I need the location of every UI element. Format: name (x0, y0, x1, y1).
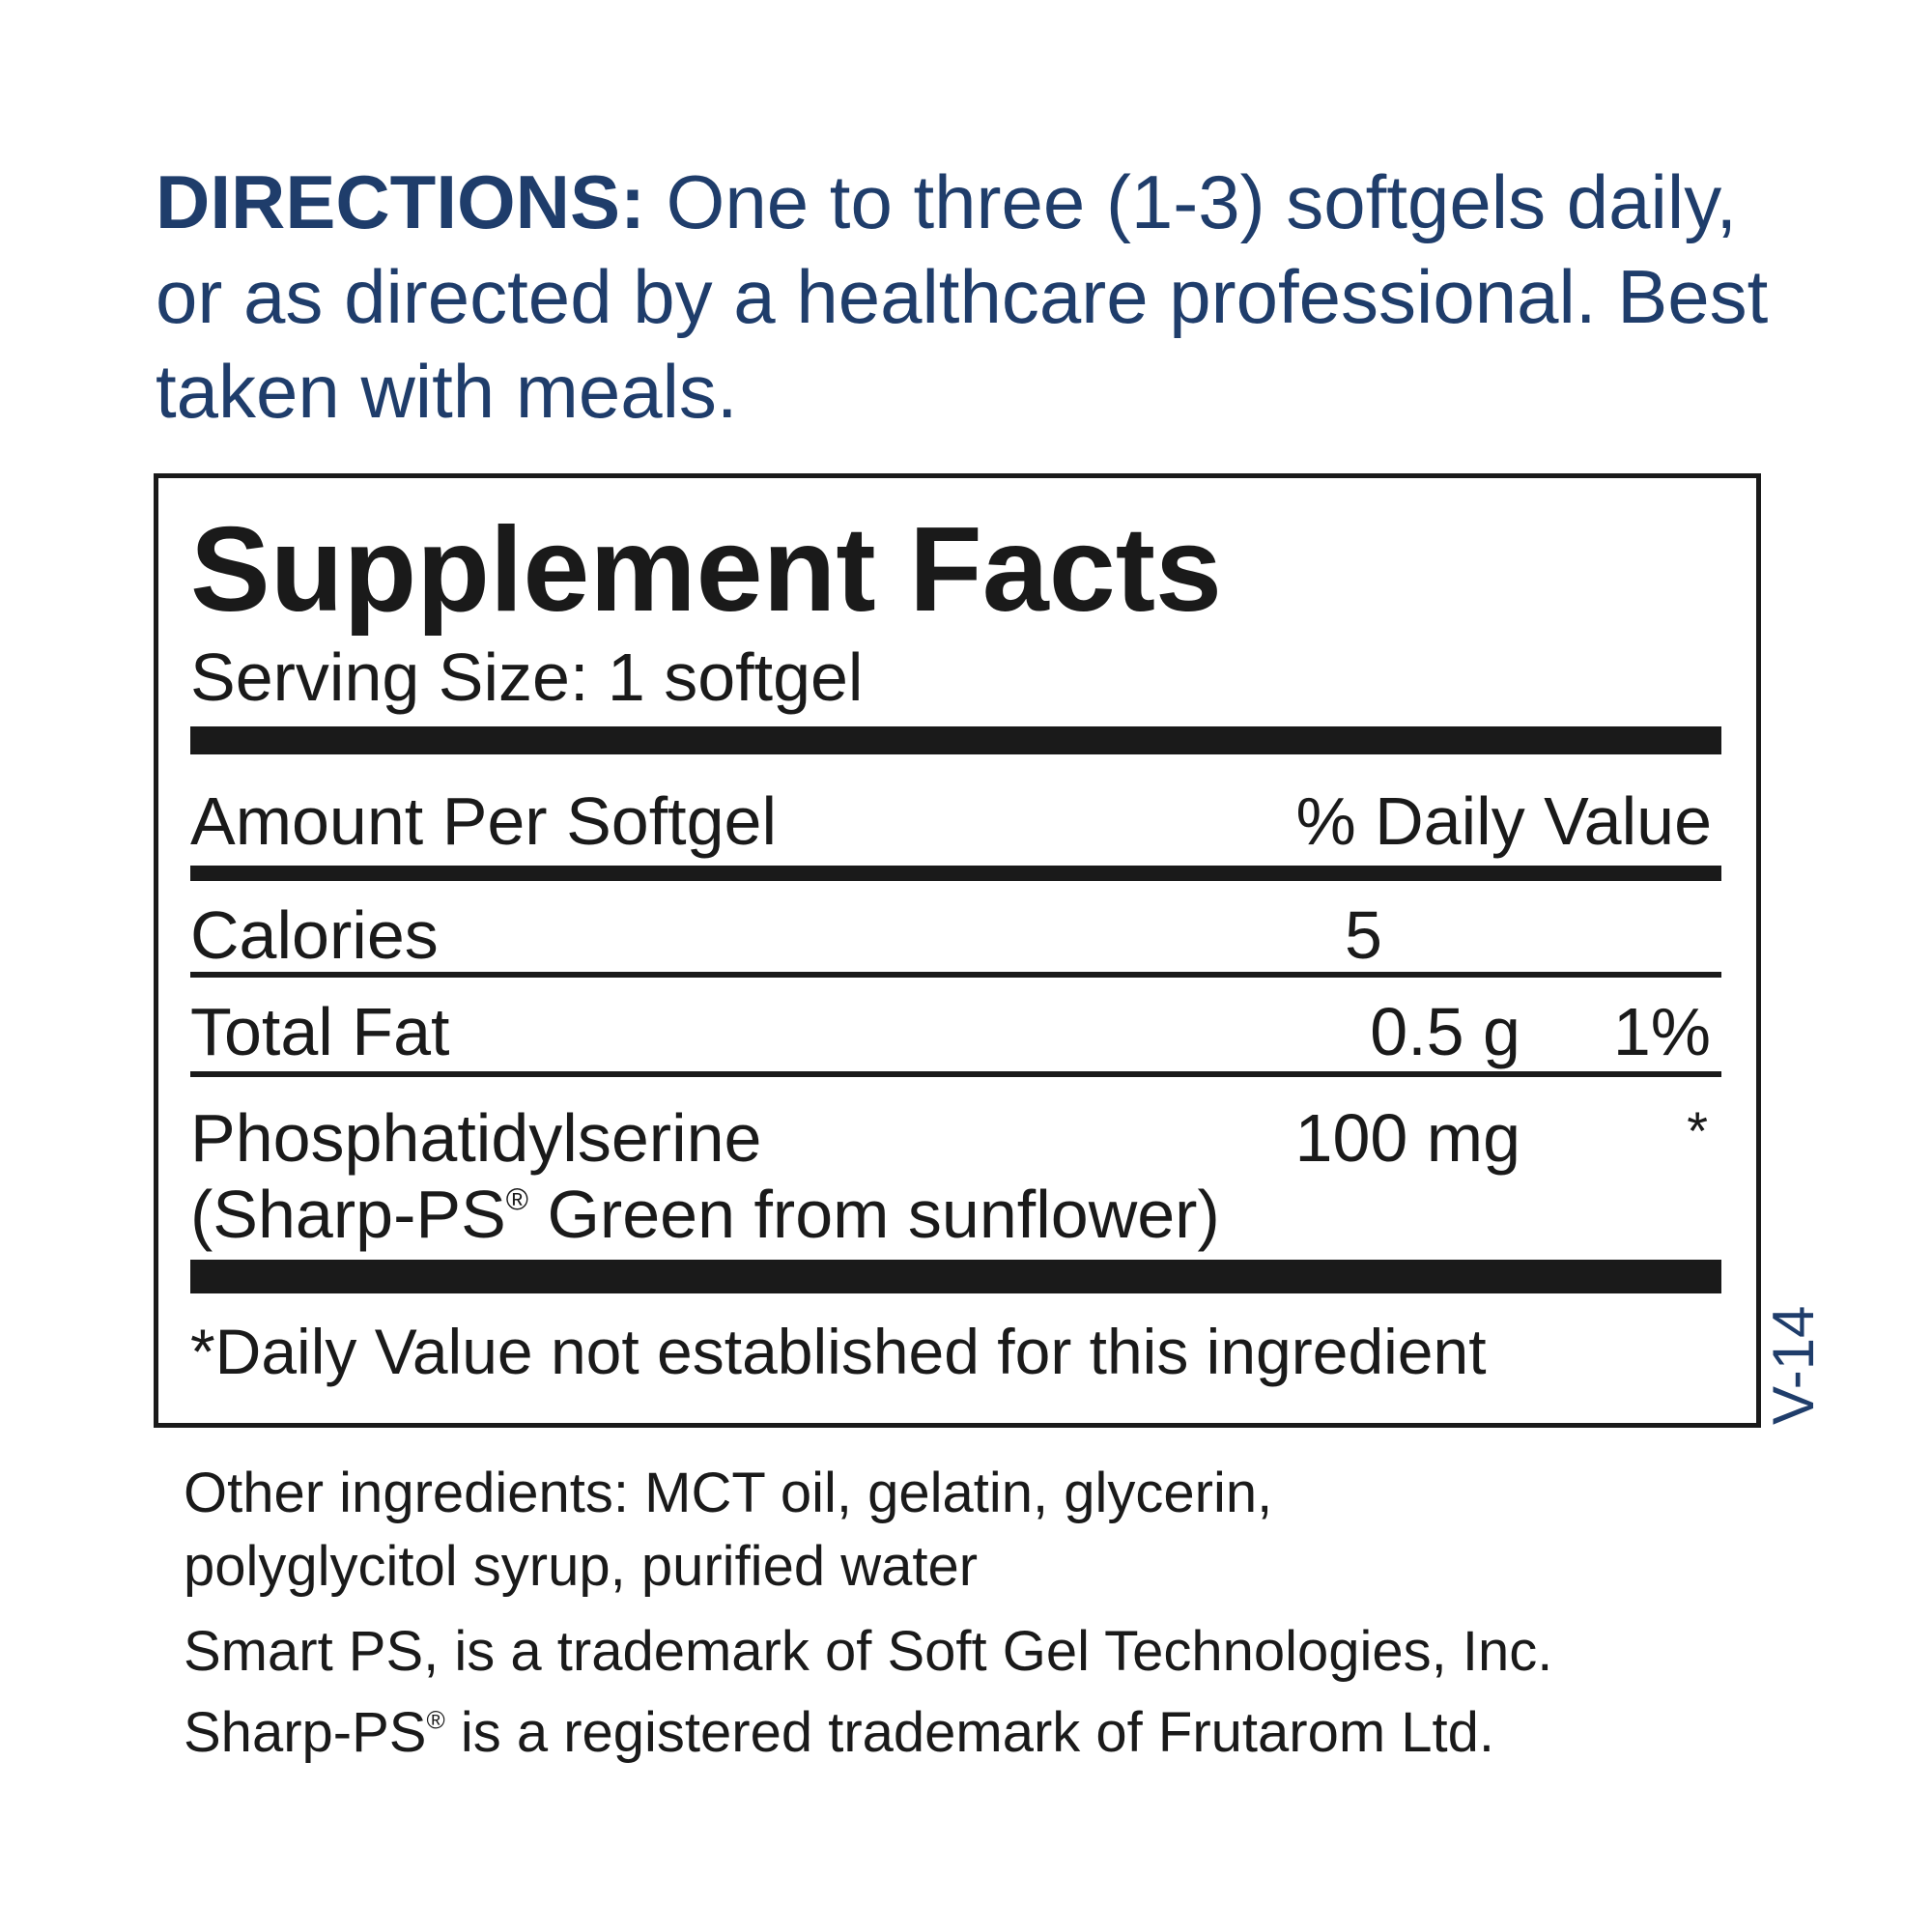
trademark-note: Smart PS, is a trademark of Soft Gel Tec… (184, 1620, 1553, 1683)
directions-body: One to three (1-3) softgels daily, or as… (156, 159, 1769, 434)
row-amount: 0.5 g (1370, 994, 1520, 1069)
serving-size: Serving Size: 1 softgel (190, 639, 864, 715)
other-ingredients-line: Other ingredients: MCT oil, gelatin, gly… (184, 1462, 1273, 1524)
header-daily-value: % Daily Value (1295, 783, 1712, 859)
header-amount: Amount Per Softgel (190, 783, 777, 859)
row-name: Total Fat (190, 994, 450, 1069)
supplement-facts-panel (154, 473, 1761, 1428)
row-amount: 5 (1345, 897, 1382, 973)
thick-divider (190, 726, 1721, 754)
row-subtext: (Sharp-PS® Green from sunflower) (190, 1177, 1220, 1252)
row-name: Phosphatidylserine (190, 1100, 762, 1176)
thin-divider (190, 972, 1721, 978)
thin-divider (190, 1071, 1721, 1077)
row-amount: 100 mg (1294, 1100, 1520, 1176)
row-name: Calories (190, 897, 439, 973)
trademark-note: Sharp-PS® is a registered trademark of F… (184, 1701, 1495, 1764)
directions-label: DIRECTIONS: (156, 159, 645, 244)
row-daily-value: 1% (1612, 994, 1711, 1069)
medium-divider (190, 866, 1721, 881)
directions-text: DIRECTIONS: One to three (1-3) softgels … (156, 155, 1798, 439)
footnote: *Daily Value not established for this in… (190, 1316, 1487, 1387)
version-code: V-14 (1761, 1305, 1826, 1425)
thick-divider (190, 1260, 1721, 1293)
row-daily-value: * (1687, 1100, 1708, 1161)
other-ingredients-line: polyglycitol syrup, purified water (184, 1535, 979, 1598)
facts-title: Supplement Facts (190, 503, 1222, 637)
